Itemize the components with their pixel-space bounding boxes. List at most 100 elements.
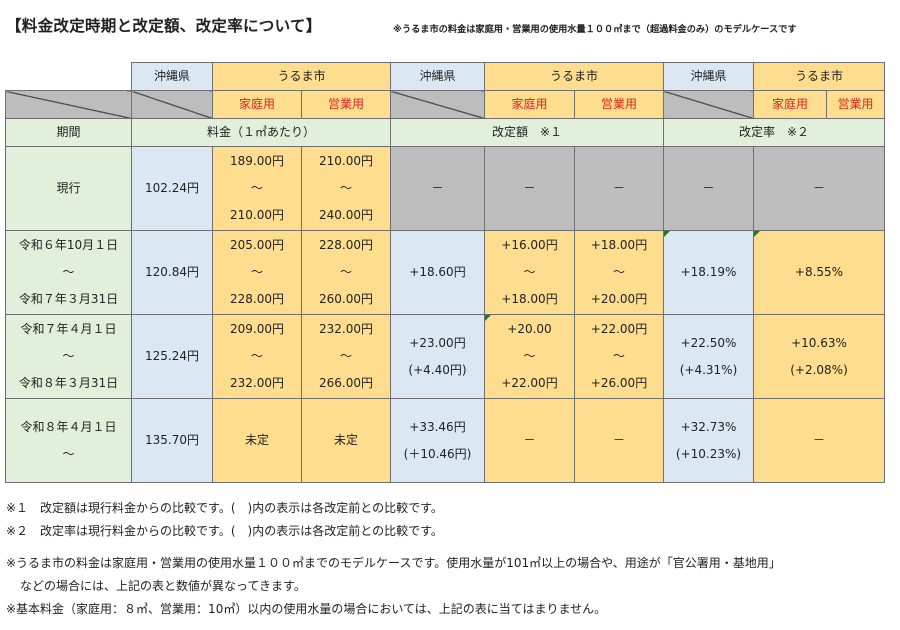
uruma-change-rate-cell: +8.55% bbox=[753, 230, 885, 315]
diag-cell bbox=[390, 90, 485, 119]
cell-line: ～ bbox=[339, 181, 352, 195]
hdr-business: 営業用 bbox=[301, 90, 391, 119]
cell-line: 228.00円 bbox=[319, 238, 373, 252]
cell-line: ～ bbox=[523, 265, 536, 279]
hdr-household: 家庭用 bbox=[212, 90, 302, 119]
model-case-note: ※うるま市の料金は家庭用・営業用の使用水量１００㎥まで（超過料金のみ）のモデルケ… bbox=[393, 24, 797, 35]
period-cell: 令和６年10月１日 ～ 令和７年３月31日 bbox=[5, 230, 132, 315]
header-row-entities: 沖縄県 うるま市 沖縄県 うるま市 沖縄県 うるま市 bbox=[5, 62, 885, 91]
cell-line: 令和６年10月１日 bbox=[18, 238, 119, 252]
hdr-household-amount: 家庭用 bbox=[484, 90, 575, 119]
cell-line: (＋10.46円) bbox=[403, 446, 472, 461]
cell-line: 205.00円 bbox=[230, 238, 284, 252]
cell-line: 240.00円 bbox=[319, 208, 373, 222]
blank-corner bbox=[5, 62, 132, 91]
cell-line: 266.00円 bbox=[319, 376, 373, 390]
cell-line: ～ bbox=[612, 265, 625, 279]
diag-cell bbox=[663, 90, 754, 119]
cell-line: +22.00円 bbox=[501, 376, 558, 390]
cell-line: 令和７年４月１日 bbox=[20, 322, 117, 336]
hdr-okinawa: 沖縄県 bbox=[131, 62, 213, 91]
okinawa-rate-cell: 120.84円 bbox=[131, 230, 213, 315]
cell-line: ～ bbox=[62, 265, 75, 279]
hdr-rate-label: 料金（１㎥あたり） bbox=[131, 118, 391, 147]
cell-line: 210.00円 bbox=[319, 154, 373, 168]
cell-line: － bbox=[523, 433, 536, 447]
household-amount-cell: +20.00 ～ +22.00円 bbox=[484, 314, 575, 399]
period-cell: 現行 bbox=[5, 146, 132, 231]
cell-line: － bbox=[702, 181, 715, 195]
cell-line: (+10.23%) bbox=[675, 446, 742, 461]
cell-line: 260.00円 bbox=[319, 292, 373, 306]
rate-table: 沖縄県 うるま市 沖縄県 うるま市 沖縄県 うるま市 家庭用 営業用 家庭用 営… bbox=[5, 62, 885, 483]
cell-line: 135.70円 bbox=[145, 433, 199, 447]
cell-line: +16.00円 bbox=[501, 238, 558, 252]
cell-line: 210.00円 bbox=[230, 208, 284, 222]
okinawa-amount-cell: +33.46円 (＋10.46円) bbox=[390, 398, 485, 483]
page-title: 【料金改定時期と改定額、改定率について】 bbox=[6, 17, 322, 35]
cell-line: 125.24円 bbox=[145, 349, 199, 363]
table-row: 令和８年４月１日 ～ 135.70円 未定 未定 +33.46円 (＋10.46円)… bbox=[5, 398, 885, 483]
okinawa-rate-cell: 102.24円 bbox=[131, 146, 213, 231]
cell-line: ～ bbox=[62, 446, 75, 461]
business-amount-cell: － bbox=[574, 146, 664, 231]
okinawa-rate-cell: 125.24円 bbox=[131, 314, 213, 399]
cell-line: +8.55% bbox=[794, 265, 844, 279]
okinawa-change-rate-cell: +22.50% (+4.31%) bbox=[663, 314, 754, 399]
business-amount-cell: +22.00円 ～ +26.00円 bbox=[574, 314, 664, 399]
hdr-uruma-rate: うるま市 bbox=[753, 62, 885, 91]
cell-line: ～ bbox=[339, 265, 352, 279]
hdr-uruma-amount: うるま市 bbox=[484, 62, 664, 91]
header-row-usage: 家庭用 営業用 家庭用 営業用 家庭用 営業用 bbox=[5, 90, 885, 119]
table-row: 現行 102.24円 189.00円 ～ 210.00円 210.00円 ～ 240.0… bbox=[5, 146, 885, 231]
cell-line: +10.63% bbox=[791, 335, 847, 350]
cell-line: +20.00 bbox=[507, 322, 552, 336]
hdr-business-amount: 営業用 bbox=[574, 90, 664, 119]
cell-line: － bbox=[431, 181, 444, 195]
cell-line: +26.00円 bbox=[590, 376, 648, 390]
header-row-sections: 期間 料金（１㎥あたり） 改定額 ※１ 改定率 ※２ bbox=[5, 118, 885, 147]
footnote-3-cont: などの場合には、上記の表と数値が異なってきます。 bbox=[20, 579, 306, 593]
diag-cell bbox=[131, 90, 213, 119]
footnote-4: ※基本料金（家庭用：８㎥、営業用：10㎥）以内の使用水量の場合においては、上記の… bbox=[6, 602, 607, 616]
okinawa-rate-cell: 135.70円 bbox=[131, 398, 213, 483]
okinawa-change-rate-cell: － bbox=[663, 146, 754, 231]
business-amount-cell: － bbox=[574, 398, 664, 483]
cell-line: 228.00円 bbox=[230, 292, 284, 306]
okinawa-amount-cell: +23.00円 (+4.40円) bbox=[390, 314, 485, 399]
business-rate-cell: 210.00円 ～ 240.00円 bbox=[301, 146, 391, 231]
cell-line: ～ bbox=[612, 349, 625, 363]
hdr-change-rate: 改定率 ※２ bbox=[663, 118, 885, 147]
business-rate-cell: 未定 bbox=[301, 398, 391, 483]
cell-line: (+2.08%) bbox=[790, 362, 848, 377]
cell-line: +18.60円 bbox=[409, 265, 466, 279]
cell-line: 令和８年３月31日 bbox=[18, 376, 119, 390]
cell-line: 232.00円 bbox=[319, 322, 373, 336]
cell-line: － bbox=[612, 181, 625, 195]
okinawa-amount-cell: +18.60円 bbox=[390, 230, 485, 315]
cell-line: 232.00円 bbox=[230, 376, 284, 390]
uruma-change-rate-cell: － bbox=[753, 398, 885, 483]
diag-cell bbox=[5, 90, 132, 119]
cell-line: 102.24円 bbox=[145, 181, 199, 195]
footnote-1: ※１ 改定額は現行料金からの比較です。( )内の表示は各改定前との比較です。 bbox=[6, 501, 443, 515]
cell-line: － bbox=[523, 181, 536, 195]
household-amount-cell: － bbox=[484, 398, 575, 483]
cell-line: +18.00円 bbox=[590, 238, 648, 252]
footnote-3: ※うるま市の料金は家庭用・営業用の使用水量１００㎥までのモデルケースです。使用水… bbox=[6, 556, 781, 570]
cell-line: 189.00円 bbox=[230, 154, 284, 168]
cell-line: ～ bbox=[339, 349, 352, 363]
business-rate-cell: 228.00円 ～ 260.00円 bbox=[301, 230, 391, 315]
cell-line: ～ bbox=[62, 349, 75, 363]
hdr-okinawa-rate: 沖縄県 bbox=[663, 62, 754, 91]
household-rate-cell: 未定 bbox=[212, 398, 302, 483]
footnote-2: ※２ 改定率は現行料金からの比較です。( )内の表示は各改定前との比較です。 bbox=[6, 524, 443, 538]
cell-line: － bbox=[812, 433, 825, 447]
okinawa-amount-cell: － bbox=[390, 146, 485, 231]
cell-line: +33.46円 bbox=[409, 419, 466, 434]
cell-line: 令和７年３月31日 bbox=[18, 292, 119, 306]
household-amount-cell: +16.00円 ～ +18.00円 bbox=[484, 230, 575, 315]
household-rate-cell: 189.00円 ～ 210.00円 bbox=[212, 146, 302, 231]
household-rate-cell: 205.00円 ～ 228.00円 bbox=[212, 230, 302, 315]
cell-line: +32.73% bbox=[680, 419, 737, 434]
